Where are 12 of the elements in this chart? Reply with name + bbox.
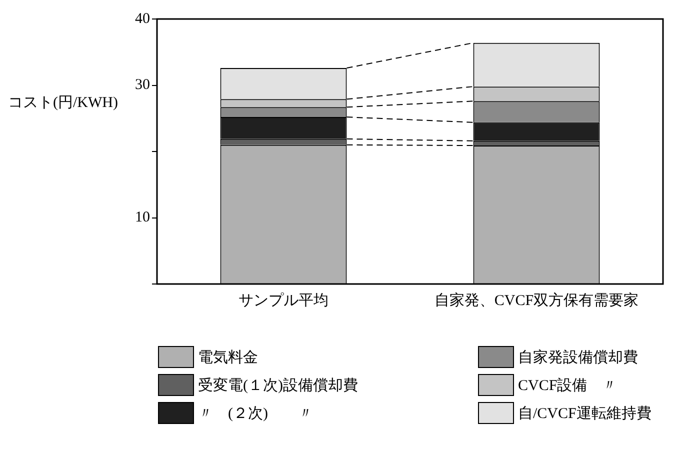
- y-tick-label: 30: [135, 77, 150, 94]
- legend-label: CVCF設備 〃: [518, 376, 618, 394]
- y-tick-label: 40: [135, 10, 150, 27]
- legend-label: 電気料金: [198, 348, 258, 366]
- legend-label: 自家発設備償却費: [518, 348, 638, 366]
- x-tick-label: 自家発、CVCF双方保有需要家: [434, 292, 639, 309]
- legend-label: 自/CVCF運転維持費: [518, 404, 652, 422]
- y-tick-label: 10: [135, 210, 150, 226]
- legend-label: 受変電(１次)設備償却費: [198, 376, 358, 394]
- y-axis-title: コスト(円/KWH): [8, 94, 118, 112]
- legend-label: 〃 (２次) 〃: [198, 404, 313, 422]
- x-tick-label: サンプル平均: [238, 292, 328, 309]
